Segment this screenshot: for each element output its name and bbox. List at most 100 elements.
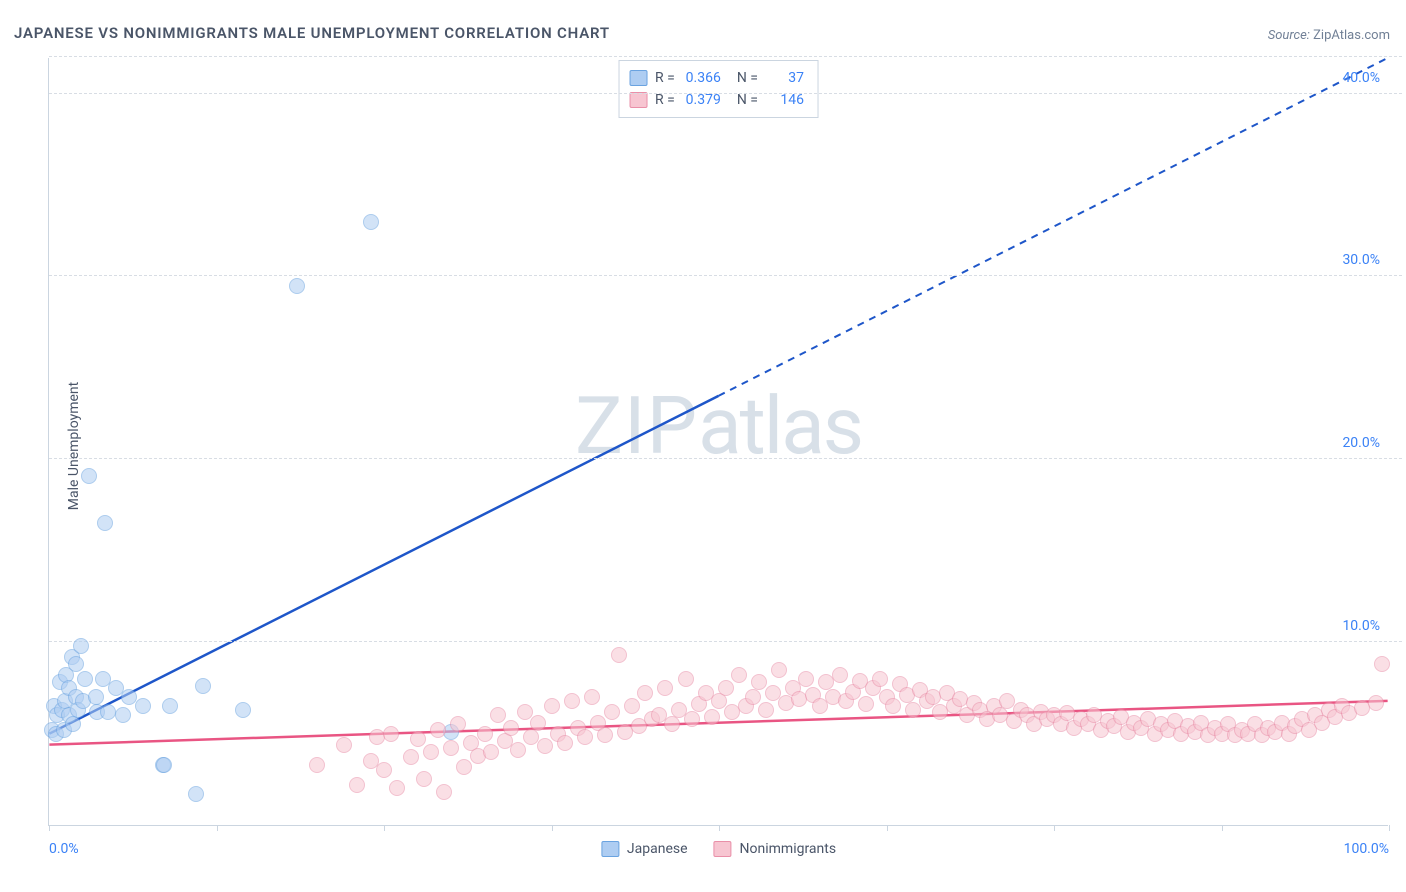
data-point xyxy=(577,729,593,745)
data-point xyxy=(557,735,573,751)
legend-swatch-japanese-bottom xyxy=(601,841,619,857)
data-point xyxy=(363,214,379,230)
data-point xyxy=(235,702,251,718)
legend-item-japanese: Japanese xyxy=(601,841,688,857)
data-point xyxy=(1374,656,1390,672)
x-tick-mark xyxy=(217,825,218,831)
y-tick-label: 20.0% xyxy=(1342,435,1380,451)
data-point xyxy=(872,671,888,687)
data-point xyxy=(604,704,620,720)
data-point xyxy=(309,757,325,773)
data-point xyxy=(416,771,432,787)
gridline-h xyxy=(49,641,1402,642)
data-point xyxy=(832,667,848,683)
data-point xyxy=(684,711,700,727)
x-tick-mark xyxy=(1054,825,1055,831)
trend-line xyxy=(49,396,718,734)
source-label: Source: xyxy=(1268,28,1310,43)
data-point xyxy=(858,696,874,712)
data-point xyxy=(477,726,493,742)
data-point xyxy=(503,720,519,736)
data-point xyxy=(637,685,653,701)
data-point xyxy=(584,689,600,705)
data-point xyxy=(349,777,365,793)
legend-swatch-nonimmigrants-bottom xyxy=(714,841,732,857)
data-point xyxy=(135,698,151,714)
legend-item-nonimmigrants: Nonimmigrants xyxy=(714,841,837,857)
gridline-h xyxy=(49,93,1402,94)
data-point xyxy=(403,749,419,765)
data-point xyxy=(195,678,211,694)
data-point xyxy=(704,709,720,725)
x-tick-mark xyxy=(384,825,385,831)
x-tick-mark xyxy=(719,825,720,831)
chart-title: JAPANESE VS NONIMMIGRANTS MALE UNEMPLOYM… xyxy=(14,24,610,42)
data-point xyxy=(100,704,116,720)
data-point xyxy=(97,515,113,531)
data-point xyxy=(771,662,787,678)
data-point xyxy=(597,727,613,743)
data-point xyxy=(383,726,399,742)
data-point xyxy=(751,674,767,690)
source-value: ZipAtlas.com xyxy=(1313,28,1390,43)
data-point xyxy=(410,731,426,747)
x-tick-mark xyxy=(49,825,50,831)
data-point xyxy=(885,698,901,714)
data-point xyxy=(664,716,680,732)
data-point xyxy=(624,698,640,714)
data-point xyxy=(456,759,472,775)
data-point xyxy=(443,740,459,756)
data-point xyxy=(436,784,452,800)
data-point xyxy=(510,742,526,758)
chart-plot-area: ZIPatlas R = 0.366 N = 37 R = 0.379 N = … xyxy=(48,58,1388,826)
x-tick-label: 100.0% xyxy=(1344,841,1389,857)
x-axis-legend: Japanese Nonimmigrants xyxy=(601,841,836,857)
data-point xyxy=(530,715,546,731)
data-point xyxy=(77,671,93,687)
data-point xyxy=(758,702,774,718)
x-tick-mark xyxy=(887,825,888,831)
data-point xyxy=(88,689,104,705)
data-point xyxy=(657,680,673,696)
source-attribution: Source: ZipAtlas.com xyxy=(1268,28,1390,43)
data-point xyxy=(611,647,627,663)
gridline-h xyxy=(49,275,1402,276)
data-point xyxy=(745,689,761,705)
x-tick-mark xyxy=(1389,825,1390,831)
data-point xyxy=(68,656,84,672)
data-point xyxy=(678,671,694,687)
gridline-h xyxy=(49,458,1402,459)
data-point xyxy=(389,780,405,796)
data-point xyxy=(490,707,506,723)
data-point xyxy=(1368,695,1384,711)
trend-line-extrapolated xyxy=(719,58,1388,396)
y-tick-label: 30.0% xyxy=(1342,252,1380,268)
data-point xyxy=(483,744,499,760)
correlation-chart-page: JAPANESE VS NONIMMIGRANTS MALE UNEMPLOYM… xyxy=(0,0,1406,892)
data-point xyxy=(81,468,97,484)
x-tick-mark xyxy=(1222,825,1223,831)
data-point xyxy=(162,698,178,714)
y-tick-label: 10.0% xyxy=(1342,618,1380,634)
y-tick-label: 40.0% xyxy=(1342,70,1380,86)
data-point xyxy=(65,716,81,732)
data-point xyxy=(115,707,131,723)
data-point xyxy=(423,744,439,760)
data-point xyxy=(289,278,305,294)
data-point xyxy=(156,757,172,773)
data-point xyxy=(376,762,392,778)
data-point xyxy=(798,671,814,687)
data-point xyxy=(450,716,466,732)
data-point xyxy=(537,738,553,754)
data-point xyxy=(731,667,747,683)
data-point xyxy=(430,722,446,738)
x-tick-mark xyxy=(552,825,553,831)
data-point xyxy=(517,704,533,720)
data-point xyxy=(544,698,560,714)
data-point xyxy=(73,638,89,654)
data-point xyxy=(564,693,580,709)
gridline-h xyxy=(49,56,1402,57)
data-point xyxy=(188,786,204,802)
data-point xyxy=(718,680,734,696)
data-point xyxy=(336,737,352,753)
